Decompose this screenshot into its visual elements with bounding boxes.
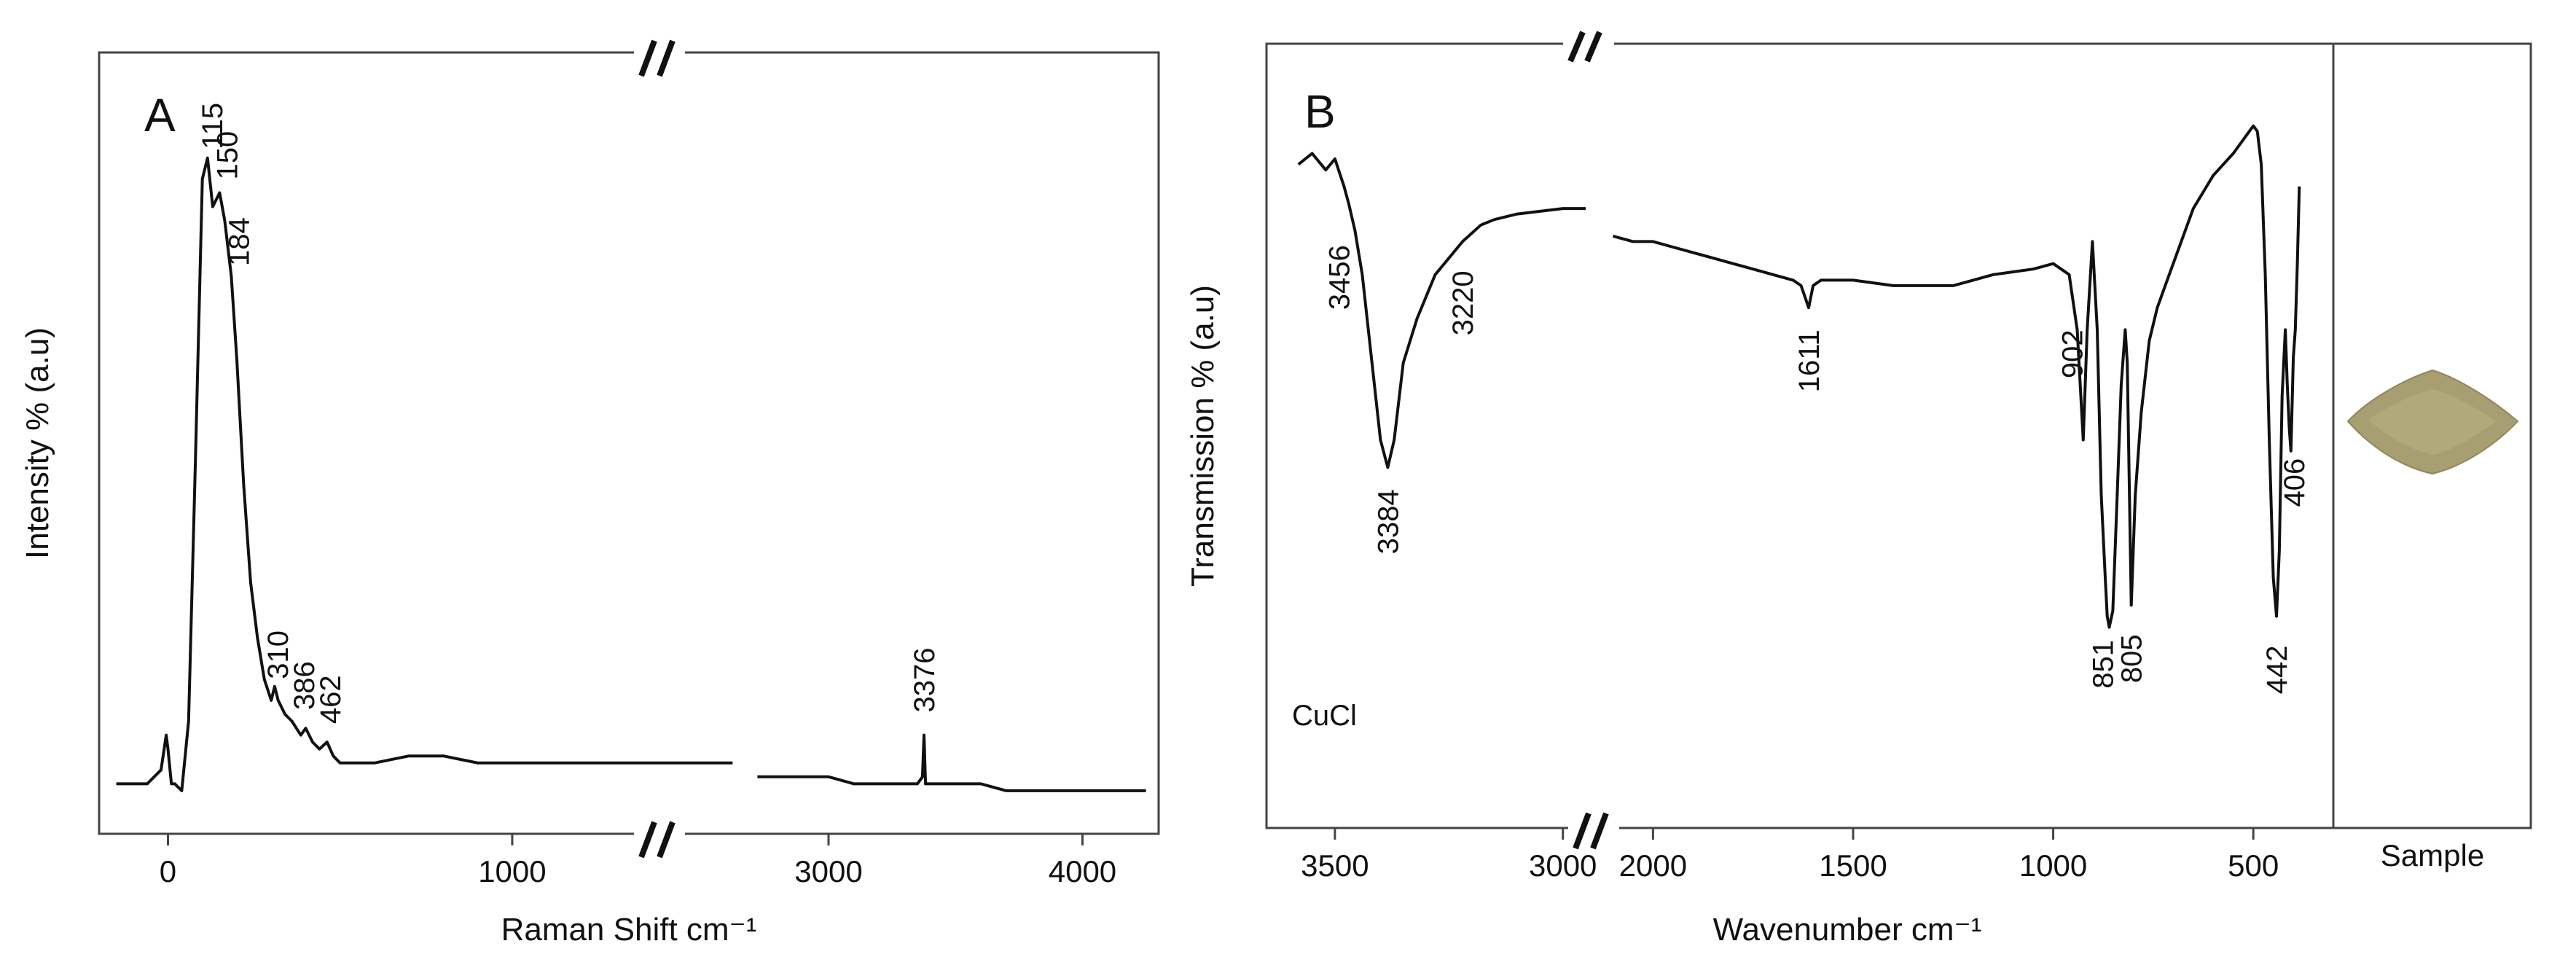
panel-b-peak-label-406: 406 <box>2279 458 2311 507</box>
panel-a-letter: A <box>144 89 176 141</box>
panel-b-x-tick-label-3000: 3000 <box>1529 848 1597 883</box>
panel-b-x-tick-label-1500: 1500 <box>1819 848 1887 883</box>
panel-a-peak-label-310: 310 <box>262 630 294 679</box>
panel-b-series <box>1297 124 2301 629</box>
panel-b-x-tick-label-500: 500 <box>2228 848 2279 883</box>
panel-a-peak-label-386: 386 <box>289 661 321 710</box>
panel-a-xlabel: Raman Shift cm⁻¹ <box>501 912 757 948</box>
panel-a-x-tick-label-0: 0 <box>160 854 176 888</box>
panel-b-series-line-1 <box>1297 152 1586 469</box>
panel-b-peak-label-1611: 1611 <box>1793 329 1825 392</box>
panel-b-peak-label-805: 805 <box>2116 634 2148 683</box>
panel-a-x-tick-label-3000: 3000 <box>794 854 862 888</box>
panel-b-peak-label-442: 442 <box>2261 646 2293 695</box>
panel-a-x-tick-label-1000: 1000 <box>478 854 546 888</box>
panel-a-peak-label-184: 184 <box>223 217 255 266</box>
panel-a-x-ticks: 0 1000 3000 4000 <box>160 834 1116 888</box>
panel-b-plot-frame <box>1265 42 2532 829</box>
panel-b-xlabel: Wavenumber cm⁻¹ <box>1713 912 1982 948</box>
panel-b-x-tick-label-3500: 3500 <box>1301 848 1369 883</box>
panel-b-peak-label-902: 902 <box>2056 329 2088 378</box>
sample-powder-highlight <box>2368 389 2496 455</box>
panel-b-x-tick-label-1000: 1000 <box>2019 848 2087 883</box>
panel-a-series <box>116 156 1146 792</box>
panel-b-peak-label-851: 851 <box>2087 640 2119 689</box>
panel-b-peak-label-3220: 3220 <box>1447 270 1479 335</box>
panel-a-x-tick-label-4000: 4000 <box>1049 854 1116 888</box>
panel-a-peak-label-462: 462 <box>315 675 347 724</box>
panel-b-x-ticks: 3500 3000 2000 1500 1000 500 <box>1301 828 2279 883</box>
panel-b-break-bottom <box>1568 810 1619 850</box>
panel-a-peak-label-3376: 3376 <box>909 648 941 713</box>
panel-a-break-bottom <box>634 816 685 859</box>
panel-a-peak-label-150: 150 <box>211 131 243 180</box>
panel-a-series-line-1 <box>116 156 733 792</box>
panel-a-series-line-2 <box>757 733 1146 792</box>
panel-b-break-top <box>1563 29 1614 63</box>
panel-a-ylabel: Intensity % (a.u) <box>20 327 55 559</box>
panel-a-peak-label-115: 115 <box>197 103 229 149</box>
panel-b-peak-label-3456: 3456 <box>1323 245 1355 310</box>
panel-b-letter: B <box>1304 85 1336 138</box>
panel-b-peak-label-3384: 3384 <box>1372 489 1404 554</box>
panel-b-sample-label: Sample <box>2381 838 2484 872</box>
panel-a-plot-frame <box>98 51 1160 835</box>
panel-b: B Transmission % (a.u) Wavenumber cm⁻¹ C… <box>1185 29 2532 948</box>
panel-b-series-line-2 <box>1612 124 2301 629</box>
panel-b-ylabel: Transmission % (a.u) <box>1185 285 1221 587</box>
panel-b-x-tick-label-2000: 2000 <box>1619 848 1687 883</box>
panel-a: A Intensity % (a.u) Raman Shift cm⁻¹ 0 10… <box>20 36 1160 948</box>
panel-a-break-top <box>634 36 685 77</box>
sample-powder-image <box>2346 369 2519 475</box>
panel-b-annotation: CuCl <box>1292 700 1357 732</box>
